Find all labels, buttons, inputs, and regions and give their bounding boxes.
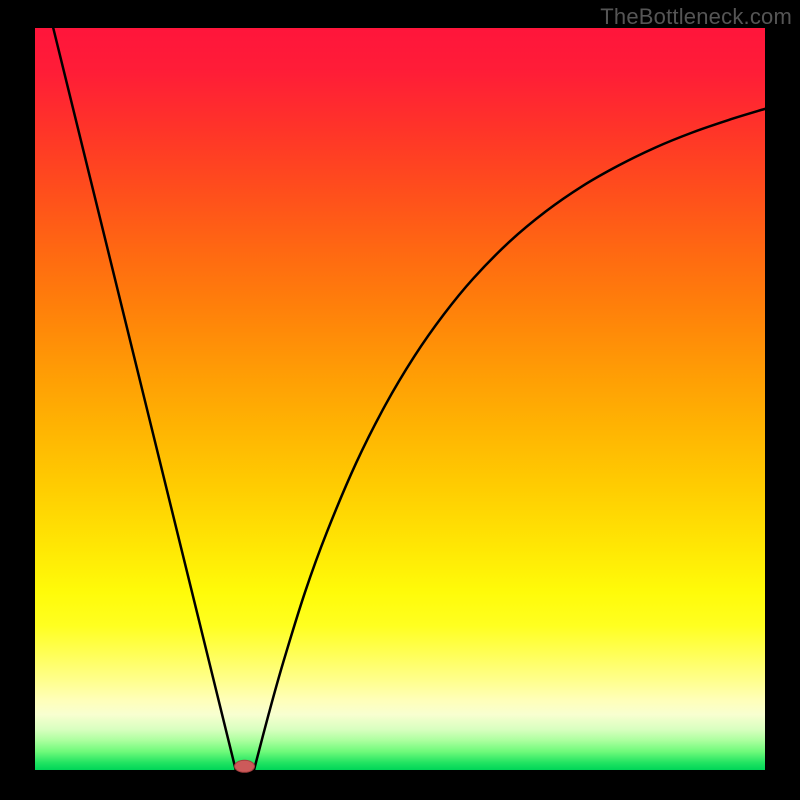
watermark-text: TheBottleneck.com [600, 4, 792, 30]
chart-container: { "canvas": { "width": 800, "height": 80… [0, 0, 800, 800]
bottleneck-marker [235, 760, 255, 772]
chart-svg [0, 0, 800, 800]
